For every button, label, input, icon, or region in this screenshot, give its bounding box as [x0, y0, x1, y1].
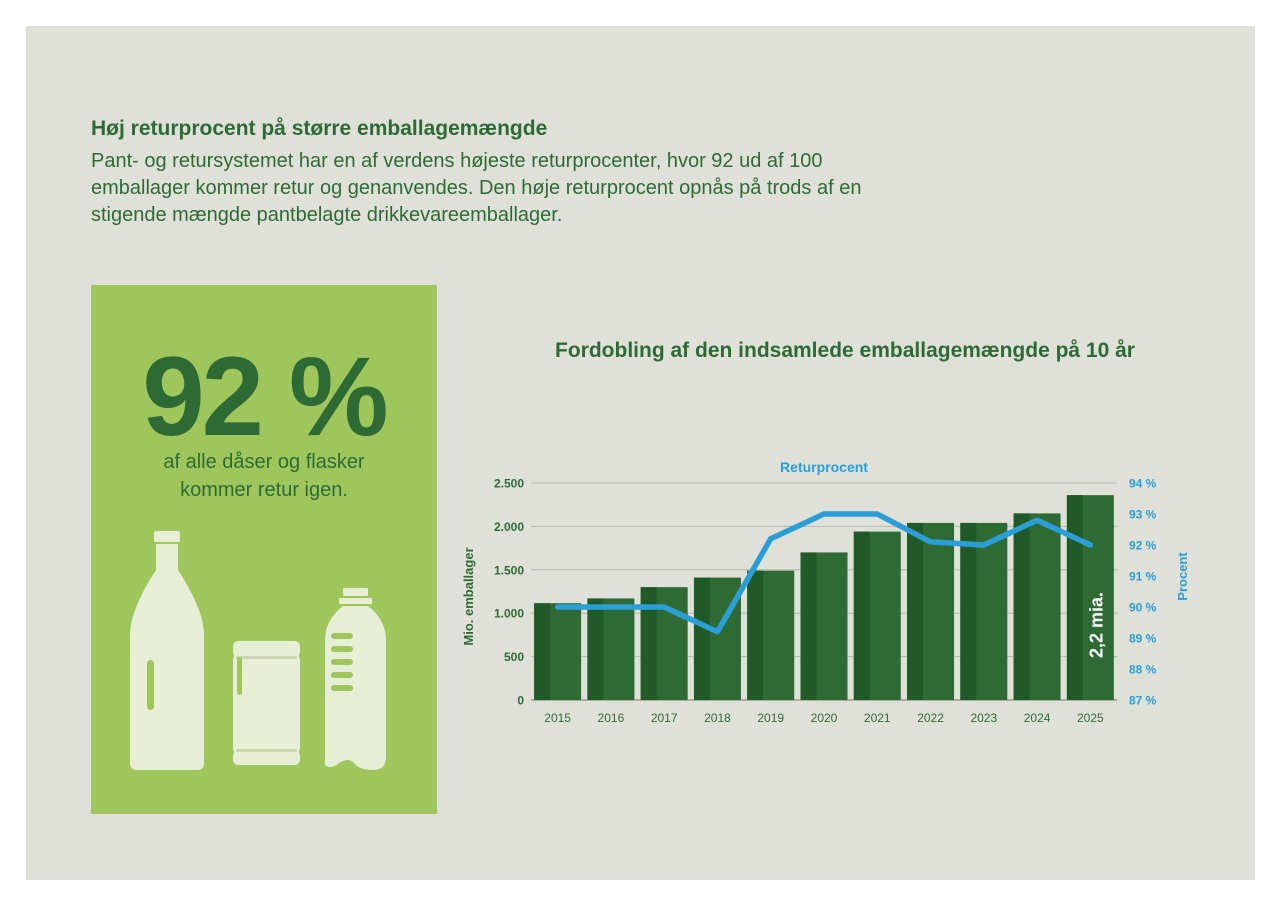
line-series-label: Returprocent: [780, 459, 868, 475]
intro-paragraph: Pant- og retursystemet har en af verdens…: [91, 150, 862, 226]
line-series: [554, 511, 1094, 635]
page-heading: Høj returprocent på større emballagemæng…: [91, 117, 548, 140]
y-tick-label: 500: [504, 650, 524, 664]
plastic-bottle-icon: [325, 588, 386, 770]
bar-shade: [800, 552, 817, 700]
stat-card: 92 % af alle dåser og flasker kommer ret…: [91, 285, 437, 814]
x-tick-label: 2015: [544, 711, 571, 725]
bar-shade: [640, 587, 657, 700]
y2-axis-label: Procent: [1175, 552, 1190, 601]
chart-title: Fordobling af den indsamlede emballagemæ…: [555, 339, 1135, 362]
bar-shade: [1013, 513, 1030, 700]
bar-shade: [534, 603, 551, 700]
bar: [534, 603, 582, 700]
chart-axes: 0 500 1.000 1.500 2.000 2.500 87 % 88 % 89 % 90 %…: [494, 477, 1157, 726]
stat-subtitle-line1: af alle dåser og flasker: [163, 451, 365, 473]
x-tick-label: 2020: [811, 711, 838, 725]
bar-line-chart: 0 500 1.000 1.500 2.000 2.500 87 % 88 % 89 % 90 %…: [461, 459, 1190, 726]
y2-tick-label: 89 %: [1129, 632, 1157, 646]
stat-subtitle: af alle dåser og flasker kommer retur ig…: [91, 448, 437, 504]
y-tick-label: 2.000: [494, 520, 524, 534]
bar-shade: [853, 531, 870, 700]
can-icon: [233, 641, 300, 765]
bar: [747, 570, 795, 700]
y2-tick-label: 93 %: [1129, 508, 1157, 522]
y-axis-label: Mio. emballager: [461, 547, 476, 645]
x-tick-label: 2019: [757, 711, 784, 725]
y2-tick-label: 90 %: [1129, 601, 1157, 615]
y2-tick-label: 91 %: [1129, 570, 1157, 584]
bar: [693, 577, 741, 700]
container-icons: [130, 531, 386, 770]
bar: [907, 522, 955, 700]
glass-bottle-icon: [130, 531, 204, 770]
x-tick-label: 2023: [970, 711, 997, 725]
bar-shade: [1066, 495, 1083, 700]
bar: [1013, 513, 1061, 700]
x-tick-label: 2016: [598, 711, 625, 725]
y-tick-label: 0: [517, 694, 524, 708]
x-tick-label: 2024: [1024, 711, 1051, 725]
bar-shade: [587, 598, 604, 700]
y2-tick-label: 94 %: [1129, 477, 1157, 491]
bar: [960, 522, 1008, 700]
bar-shade: [907, 522, 924, 700]
bar-shade: [747, 570, 764, 700]
bar: [587, 598, 635, 700]
stat-big-number: 92 %: [142, 334, 388, 459]
y-tick-label: 1.000: [494, 607, 524, 621]
bar-series: [534, 495, 1114, 700]
y2-tick-label: 88 %: [1129, 663, 1157, 677]
bar: [800, 552, 848, 700]
bar: [853, 531, 901, 700]
total-annotation: 2,2 mia.: [1086, 592, 1106, 658]
y2-tick-label: 87 %: [1129, 694, 1157, 708]
stat-subtitle-line2: kommer retur igen.: [180, 479, 348, 501]
bar: [640, 587, 688, 700]
x-tick-label: 2022: [917, 711, 944, 725]
y-tick-label: 1.500: [494, 563, 524, 577]
x-tick-label: 2021: [864, 711, 891, 725]
y-tick-label: 2.500: [494, 477, 524, 491]
bar: [1066, 495, 1114, 700]
y2-tick-label: 92 %: [1129, 539, 1157, 553]
x-tick-label: 2025: [1077, 711, 1104, 725]
bar-shade: [960, 522, 977, 700]
x-tick-label: 2017: [651, 711, 678, 725]
x-tick-label: 2018: [704, 711, 731, 725]
bar-shade: [693, 577, 710, 700]
